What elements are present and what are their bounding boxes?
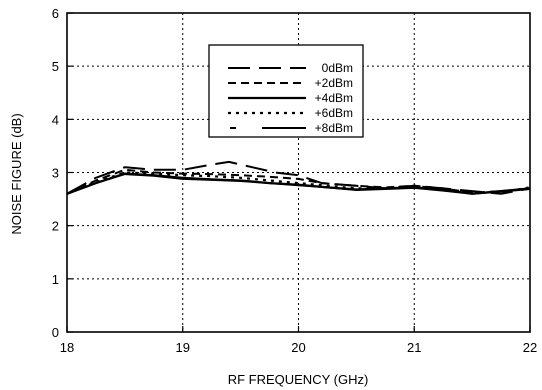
legend: 0dBm+2dBm+4dBm+6dBm+8dBm (208, 44, 364, 138)
x-tick-label: 21 (407, 340, 421, 355)
y-tick-label: 5 (52, 59, 59, 74)
y-tick-label: 4 (52, 112, 59, 127)
legend-label: +6dBm (315, 106, 353, 120)
legend-label: +4dBm (315, 91, 353, 105)
x-tick-label: 20 (291, 340, 305, 355)
legend-label: +8dBm (315, 121, 353, 135)
x-axis-title: RF FREQUENCY (GHz) (228, 372, 369, 387)
x-tick-label: 19 (176, 340, 190, 355)
x-tick-label: 22 (523, 340, 537, 355)
x-tick-label: 18 (60, 340, 74, 355)
y-tick-label: 3 (52, 166, 59, 181)
y-tick-label: 2 (52, 219, 59, 234)
legend-box (208, 44, 364, 138)
y-tick-label: 1 (52, 272, 59, 287)
y-tick-label: 0 (52, 325, 59, 340)
legend-label: 0dBm (322, 61, 353, 75)
axis-ticks: 18 19 20 21 22 0 1 2 3 4 5 6 (52, 6, 537, 355)
series-line (66, 171, 531, 195)
y-tick-label: 6 (52, 6, 59, 21)
legend-label: +2dBm (315, 76, 353, 90)
series-line (66, 160, 531, 195)
series-layer (66, 160, 531, 195)
y-axis-title: NOISE FIGURE (dB) (9, 113, 24, 234)
series-line (66, 173, 531, 195)
